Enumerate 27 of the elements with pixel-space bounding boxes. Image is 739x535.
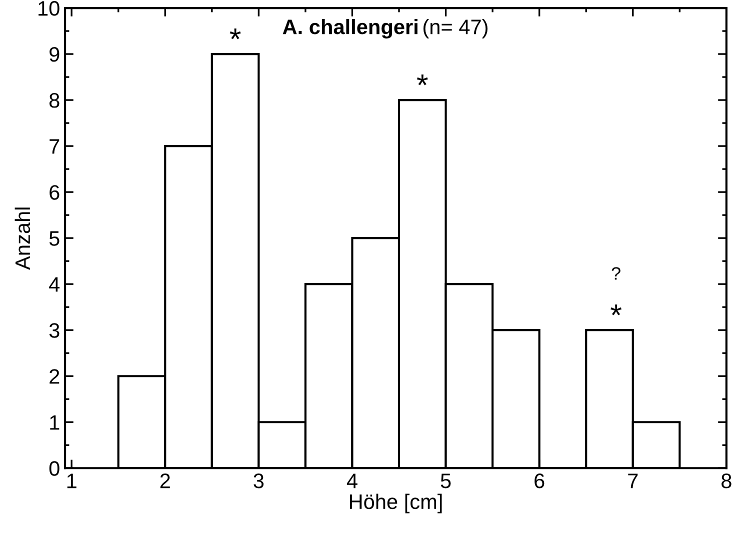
x-tick-label: 6 (534, 474, 544, 488)
annotation: * (610, 304, 622, 316)
y-tick-label: 2 (50, 369, 60, 384)
y-tick-label: 4 (49, 277, 60, 292)
y-tick-label: 0 (49, 461, 60, 476)
y-tick-label: 8 (49, 93, 60, 108)
y-tick-label: 1 (50, 415, 60, 430)
x-tick-label: 7 (628, 474, 638, 488)
chart-subtitle: (n= 47) (423, 19, 488, 38)
chart-title: A. challengeri (282, 18, 418, 38)
y-tick-label: 9 (50, 47, 60, 62)
y-tick-label: 6 (50, 185, 60, 200)
annotation: * (416, 74, 428, 86)
y-tick-label: 5 (49, 231, 60, 246)
x-tick-label: 4 (346, 474, 358, 488)
annotation: * (230, 28, 241, 40)
x-tick-label: 3 (254, 474, 264, 488)
y-tick-label: 10 (38, 1, 60, 16)
x-tick-label: 8 (722, 474, 732, 488)
annotation: ? (612, 267, 620, 280)
x-axis-title: Höhe [cm] (350, 494, 442, 514)
y-tick-label: 7 (50, 139, 60, 154)
y-axis-title: Anzahl (14, 208, 30, 270)
y-tick-label: 3 (49, 323, 60, 338)
x-tick-label: 2 (160, 474, 170, 488)
x-tick-label: 1 (67, 474, 76, 488)
x-tick-label: 5 (440, 474, 451, 488)
